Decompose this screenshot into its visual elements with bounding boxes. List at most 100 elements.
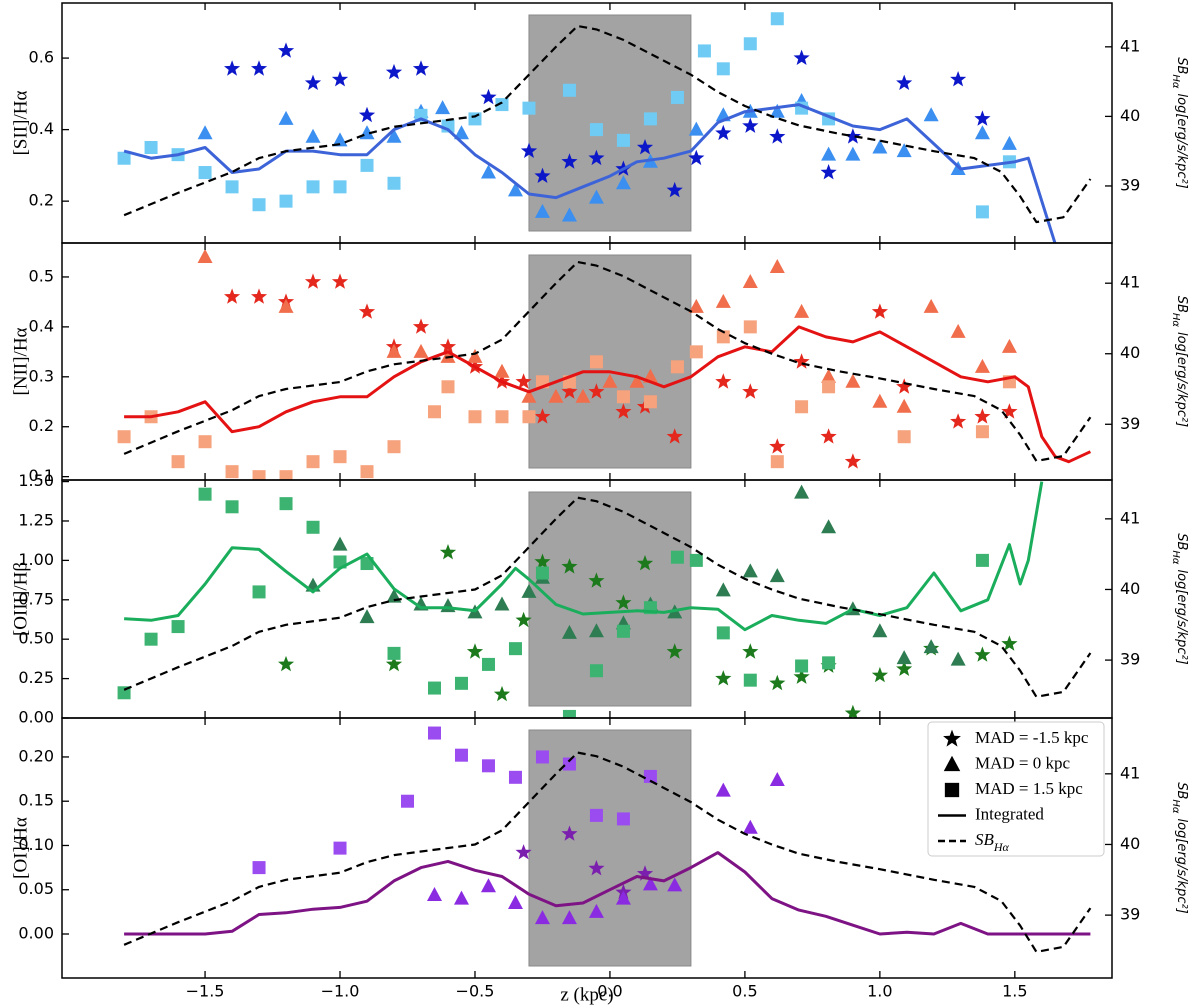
square-marker [427,405,441,419]
triangle-marker [197,125,213,140]
triangle-marker [1001,135,1017,150]
triangle-marker [359,609,375,624]
sb-line [123,24,1092,224]
triangle-marker [896,398,912,413]
x-tick-label: −1.0 [321,982,360,1001]
triangle-marker [794,484,810,499]
triangle-marker [561,207,577,222]
square-marker [279,194,293,208]
triangle-marker [896,650,912,665]
square-marker [822,380,836,394]
legend-label-sub: Hα [993,840,1010,854]
y2-axis-label: SBHα log[erg/s/kpc²] [1171,57,1190,189]
star-marker [358,106,376,123]
shaded-region [528,729,692,967]
star-marker [534,408,551,424]
star-marker [974,646,991,662]
y-tick-label: 0.4 [29,119,54,138]
star-marker [331,273,349,289]
square-marker [252,585,266,599]
y2-label-sub: Hα [1171,550,1182,565]
y-tick-label: 0.10 [18,835,54,854]
triangle-marker [742,819,758,834]
square-marker [508,770,522,784]
square-marker [468,112,482,126]
star-marker [588,383,605,399]
y-tick-label: 0.25 [18,668,54,687]
square-marker [252,198,266,212]
star-marker [793,668,810,684]
star-marker [480,88,497,105]
triangle-marker [467,348,483,363]
star-marker [820,428,837,444]
y-tick-label: 0.00 [18,708,54,727]
y2-tick-label: 39 [1120,905,1140,924]
legend-label: MAD = -1.5 kpc [975,728,1089,747]
star-marker [950,71,967,87]
triangle-marker [494,363,510,378]
triangle-marker [715,293,731,308]
star-marker [742,117,759,133]
star-marker [278,655,295,672]
integrated-line [124,325,1092,464]
triangle-marker [923,639,939,654]
triangle-marker [435,100,451,115]
square-marker [360,465,374,479]
square-marker [360,158,374,172]
triangle-marker [521,388,537,403]
triangle-marker [440,348,456,363]
star-marker [844,704,861,718]
panel [123,726,1092,967]
star-marker [561,383,578,399]
y-tick-label: 0.50 [18,629,54,648]
legend-label: MAD = 1.5 kpc [975,779,1083,798]
star-marker [896,660,913,676]
y2-label-rest: log[erg/s/kpc²] [1175,570,1190,665]
star-marker [588,572,605,588]
y2-tick-label: 40 [1120,834,1140,853]
star-marker [439,544,457,560]
square-marker [562,757,576,771]
square-marker [616,390,630,404]
y2-label-main: SB [1175,57,1190,74]
square-marker [252,861,266,875]
star-marker [742,383,759,399]
x-tick-label: 1.5 [1002,982,1027,1001]
panel [117,12,1092,243]
star-marker [358,303,376,319]
triangle-marker [872,393,888,408]
triangle-marker [742,563,758,578]
star-marker [769,674,786,691]
triangle-marker [896,143,912,158]
square-marker [171,620,185,634]
square-marker [198,166,212,180]
square-marker [522,101,536,115]
square-marker [535,750,549,764]
panel [117,481,1092,718]
y2-axis-label: SBHα log[erg/s/kpc²] [1171,782,1190,914]
y2-tick-label: 41 [1120,508,1140,527]
y2-tick-label: 41 [1120,36,1140,55]
star-marker [412,318,430,334]
triangle-marker [602,373,618,388]
square-marker [589,808,603,822]
triangle-marker [845,146,861,161]
square-marker [333,180,347,194]
square-marker [387,440,401,454]
y2-tick-label: 39 [1120,414,1140,433]
y2-label-main: SB [1175,533,1190,550]
star-marker [715,124,732,141]
star-marker [715,670,732,686]
star-marker [385,63,403,80]
star-marker [950,413,967,429]
square-marker [198,487,212,501]
triangle-marker [386,128,402,143]
square-marker [689,553,703,567]
x-tick-label: −1.5 [186,982,225,1001]
y-axis-label: [OI]/Hα [10,817,31,879]
star-marker [520,142,538,158]
square-marker [144,141,158,155]
y2-tick-label: 40 [1120,106,1140,125]
triangle-marker [507,895,523,910]
legend-label: SBHα [975,830,1010,854]
